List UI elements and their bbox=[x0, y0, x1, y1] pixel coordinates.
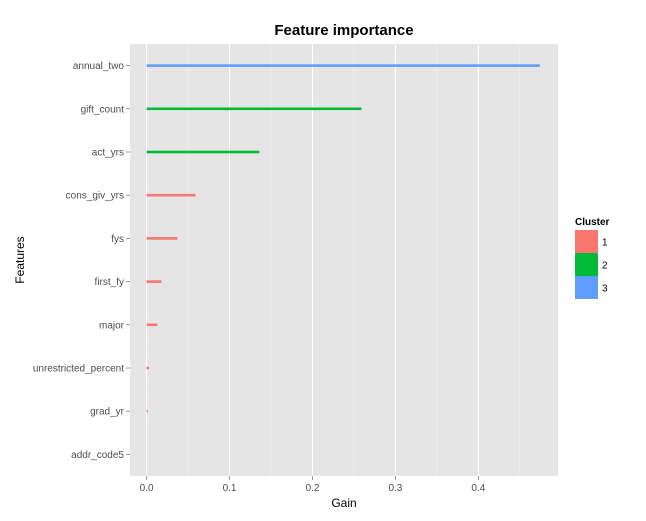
x-tick-label: 0.1 bbox=[223, 483, 237, 494]
bar-annual_two bbox=[146, 64, 540, 67]
y-tick-label: annual_two bbox=[73, 61, 125, 72]
y-tick-label: addr_code5 bbox=[71, 450, 124, 461]
y-tick-label: cons_giv_yrs bbox=[66, 191, 124, 202]
grid-lines bbox=[146, 44, 521, 476]
bar-major bbox=[146, 323, 158, 327]
bar-first_fy bbox=[146, 280, 162, 283]
y-tick-label: grad_yr bbox=[90, 407, 125, 418]
bar-unrestricted_percent bbox=[146, 366, 150, 370]
y-tick-label: act_yrs bbox=[92, 148, 124, 159]
legend-key-1 bbox=[575, 230, 598, 253]
chart-title: Feature importance bbox=[274, 22, 413, 39]
legend-label: 3 bbox=[602, 284, 608, 295]
legend-key-3 bbox=[575, 276, 598, 299]
x-tick-label: 0.0 bbox=[140, 483, 154, 494]
x-tick-label: 0.4 bbox=[471, 483, 485, 494]
y-tick-label: first_fy bbox=[95, 277, 124, 288]
x-tick-label: 0.2 bbox=[306, 483, 320, 494]
y-tick-label: fys bbox=[111, 234, 124, 245]
bar-fys bbox=[146, 237, 178, 240]
bar-act_yrs bbox=[146, 150, 260, 154]
plot-panel bbox=[130, 44, 558, 476]
bar-grad_yr bbox=[146, 409, 148, 413]
legend: Cluster 1 2 3 bbox=[575, 217, 610, 299]
legend-title: Cluster bbox=[575, 217, 610, 228]
y-tick-label: gift_count bbox=[81, 104, 125, 115]
x-axis-title: Gain bbox=[331, 496, 356, 510]
x-axis: 0.0 0.1 0.2 0.3 0.4 bbox=[140, 476, 486, 494]
y-tick-label: unrestricted_percent bbox=[33, 364, 124, 375]
bar-gift_count bbox=[146, 107, 362, 111]
legend-label: 1 bbox=[602, 238, 608, 249]
y-tick-label: major bbox=[99, 320, 125, 331]
bar-cons_giv_yrs bbox=[146, 193, 196, 197]
legend-label: 2 bbox=[602, 261, 608, 272]
x-tick-label: 0.3 bbox=[388, 483, 402, 494]
y-axis-title: Features bbox=[13, 236, 27, 283]
bars bbox=[146, 64, 540, 413]
legend-key-2 bbox=[575, 253, 598, 276]
y-axis: annual_two gift_count act_yrs cons_giv_yrsf… bbox=[33, 61, 130, 461]
